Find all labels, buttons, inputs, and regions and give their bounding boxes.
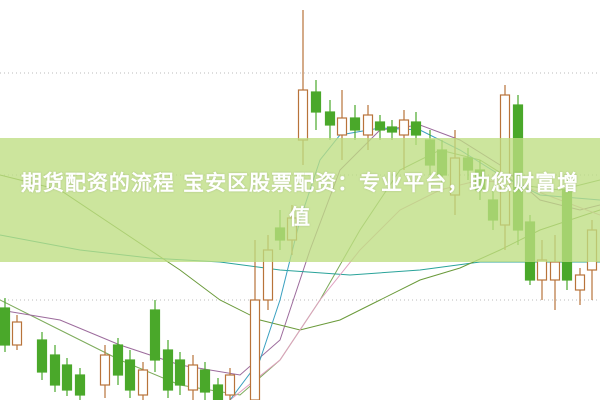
down-candle bbox=[49, 354, 61, 386]
down-candle bbox=[162, 349, 174, 391]
down-candle bbox=[112, 344, 124, 376]
up-candle bbox=[536, 259, 548, 281]
headline: 期货配资的流程 宝安区股票配资：专业平台，助您财富增值 bbox=[20, 171, 580, 229]
up-candle bbox=[99, 354, 111, 386]
headline-banner: 期货配资的流程 宝安区股票配资：专业平台，助您财富增值 bbox=[0, 138, 600, 262]
up-candle bbox=[187, 364, 199, 391]
down-candle bbox=[199, 369, 211, 393]
down-candle bbox=[124, 359, 136, 391]
up-candle bbox=[574, 274, 586, 291]
down-candle bbox=[374, 121, 386, 131]
up-candle bbox=[398, 119, 410, 136]
down-candle bbox=[61, 364, 73, 391]
down-candle bbox=[212, 384, 224, 400]
down-candle bbox=[349, 117, 361, 131]
down-candle bbox=[174, 359, 186, 386]
up-candle bbox=[224, 374, 236, 396]
down-candle bbox=[74, 374, 86, 396]
up-candle bbox=[297, 89, 309, 141]
down-candle bbox=[36, 339, 48, 373]
up-candle bbox=[336, 117, 348, 136]
down-candle bbox=[386, 126, 398, 133]
down-candle bbox=[310, 91, 322, 113]
down-candle bbox=[410, 121, 422, 136]
up-candle bbox=[549, 261, 561, 281]
down-candle bbox=[0, 307, 11, 346]
up-candle bbox=[362, 114, 374, 136]
up-candle bbox=[11, 321, 23, 346]
down-candle bbox=[324, 111, 336, 126]
up-candle bbox=[137, 369, 149, 396]
down-candle bbox=[149, 309, 161, 361]
up-candle bbox=[249, 299, 261, 400]
